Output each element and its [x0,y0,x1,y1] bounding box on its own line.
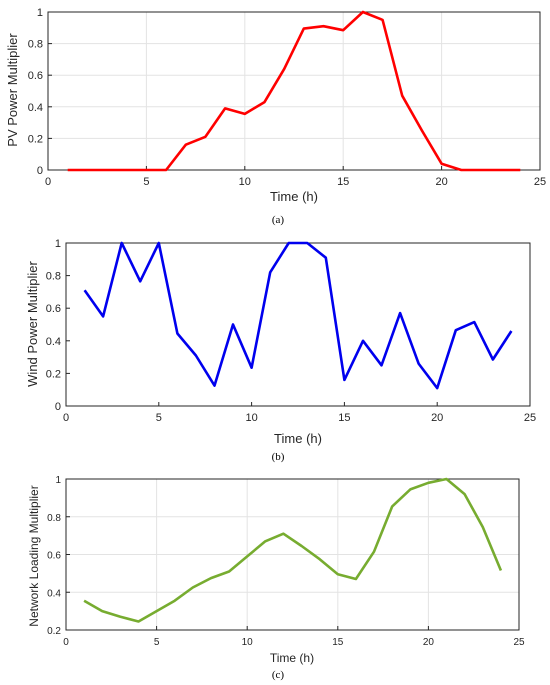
pv-axes-box [47,11,541,171]
wind-xtick-label: 10 [245,412,257,424]
load-xtick-label: 20 [423,637,435,648]
wind-ytick-label: 0.8 [46,271,61,283]
pv-caption: (a) [272,214,285,226]
wind-ytick-label: 0 [55,401,61,413]
wind-xtick-label: 5 [156,412,162,424]
pv-ytick-labels: 0 0.2 0.4 0.6 0.8 1 [28,7,43,177]
pv-ytick-label: 0.4 [28,102,43,114]
load-ytick-label: 0.4 [47,588,61,599]
chart-wind: 0 5 10 15 20 25 0 0.2 0.4 0.6 0.8 1 Time (h) Wind … [25,238,536,463]
load-xtick-label: 25 [513,637,525,648]
wind-xtick-label: 25 [524,412,536,424]
wind-xtick-label: 0 [63,412,69,424]
load-grid [66,479,519,630]
load-caption: (c) [272,669,285,681]
load-ytick-label: 0.8 [47,513,61,524]
pv-xtick-label: 5 [143,176,149,188]
wind-ytick-label: 0.4 [46,336,61,348]
pv-xlabel: Time (h) [270,189,318,204]
load-series-line [83,477,503,623]
wind-xtick-label: 15 [338,412,350,424]
pv-xtick-label: 15 [337,176,349,188]
pv-grid [48,12,540,170]
pv-ytick-label: 0 [37,165,43,177]
wind-caption: (b) [272,451,285,463]
load-xlabel: Time (h) [270,651,314,665]
chart-load: 0 5 10 15 20 25 0.2 0.4 0.6 0.8 1 Time (h) Networ… [27,475,525,681]
wind-ytick-labels: 0 0.2 0.4 0.6 0.8 1 [46,238,61,413]
wind-axes-box [65,242,531,407]
wind-xtick-label: 20 [431,412,443,424]
pv-series-line [67,10,521,172]
wind-xtick-labels: 0 5 10 15 20 25 [63,412,536,424]
pv-xtick-label: 0 [45,176,51,188]
pv-xtick-labels: 0 5 10 15 20 25 [45,176,546,188]
wind-xlabel: Time (h) [274,431,322,446]
wind-series-line [83,241,513,390]
pv-ylabel: PV Power Multiplier [5,33,20,147]
load-xtick-label: 15 [332,637,344,648]
load-axes [65,478,520,631]
pv-ytick-label: 0.8 [28,39,43,51]
load-ytick-label: 0.2 [47,626,61,637]
load-xtick-label: 0 [63,637,69,648]
wind-axes [65,242,531,407]
wind-ytick-label: 0.2 [46,368,61,380]
load-xtick-label: 10 [242,637,254,648]
wind-ytick-label: 0.6 [46,303,61,315]
load-ylabel: Network Loading Multiplier [27,485,41,626]
load-ytick-label: 1 [55,475,61,486]
chart-pv: 0 5 10 15 20 25 0 0.2 0.4 0.6 0.8 1 Time (h) PV Po… [5,7,546,226]
load-xtick-label: 5 [154,637,160,648]
pv-ytick-label: 0.2 [28,133,43,145]
pv-xtick-label: 20 [435,176,447,188]
load-ytick-labels: 0.2 0.4 0.6 0.8 1 [47,475,61,637]
pv-ytick-label: 1 [37,7,43,19]
pv-axes [47,11,541,171]
pv-xtick-label: 10 [239,176,251,188]
wind-ytick-label: 1 [55,238,61,250]
load-xtick-labels: 0 5 10 15 20 25 [63,637,525,648]
pv-xtick-label: 25 [534,176,546,188]
load-ytick-label: 0.6 [47,551,61,562]
pv-ytick-label: 0.6 [28,70,43,82]
wind-ylabel: Wind Power Multiplier [25,260,40,386]
